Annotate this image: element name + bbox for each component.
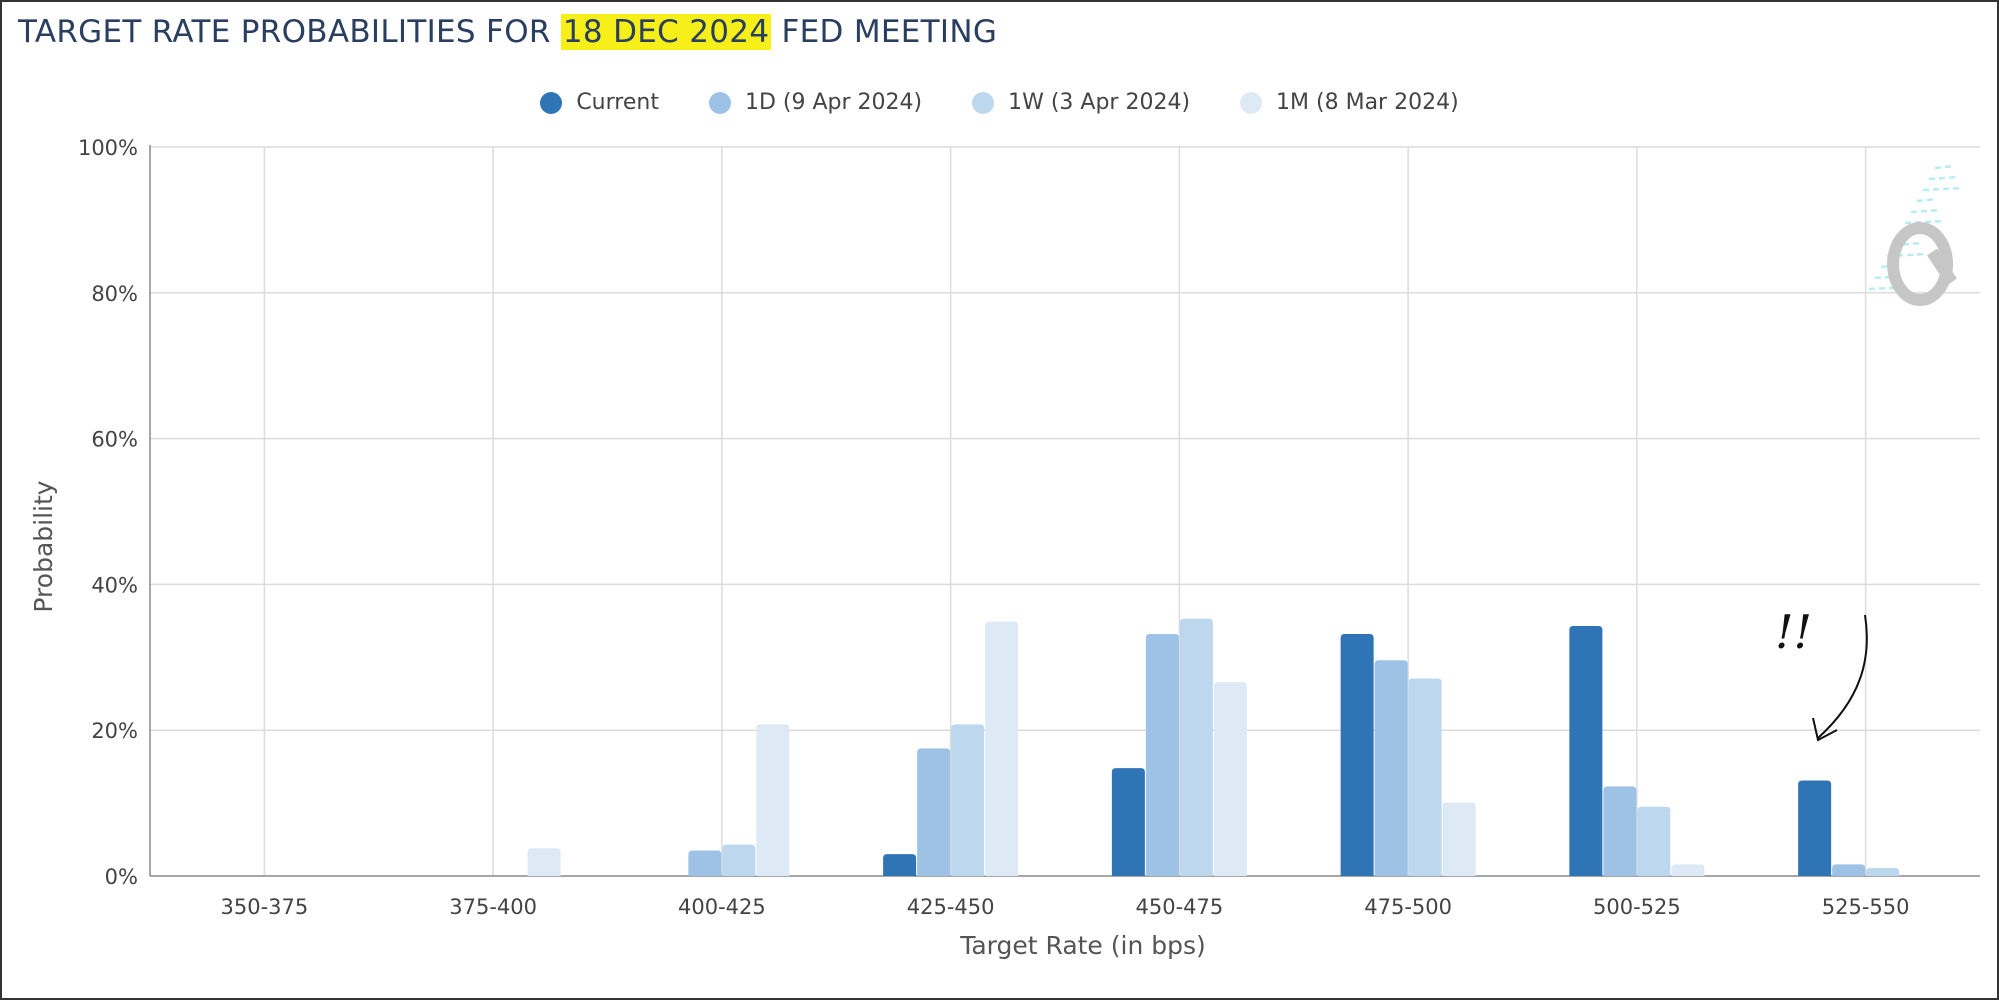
y-tick-label: 0% [105,865,138,889]
x-tick-label: 500-525 [1593,895,1681,919]
watermark-stripe [1886,252,1928,258]
title-prefix: TARGET RATE PROBABILITIES FOR [18,14,561,50]
bar [985,621,1019,876]
watermark-q-glyph [1887,222,1957,306]
bar [1442,802,1476,876]
title-suffix: FED MEETING [771,14,998,50]
y-tick-label: 40% [91,573,138,597]
chart-title: TARGET RATE PROBABILITIES FOR 18 DEC 202… [18,14,997,50]
chart-legend: Current 1D (9 Apr 2024) 1W (3 Apr 2024) 1M … [0,90,1999,115]
bar [688,850,722,876]
legend-item[interactable]: 1D (9 Apr 2024) [708,90,923,115]
bar [917,748,951,876]
bar [1637,806,1671,876]
bar [1603,786,1637,876]
watermark-stripe [1934,164,1956,170]
legend-label: 1D (9 Apr 2024) [744,90,923,115]
bar [1145,633,1179,876]
bar [756,724,790,876]
watermark-stripe [1904,219,1946,225]
legend-marker [540,91,563,114]
bar [1671,864,1705,876]
x-tick-label: 450-475 [1136,895,1224,919]
x-tick-label: 475-500 [1364,895,1452,919]
bar [1408,678,1442,876]
bar [1213,682,1247,876]
bar [1111,768,1145,876]
y-tick-label: 100% [78,136,138,160]
y-axis-title: Probability [29,480,58,612]
watermark-logo [1868,164,1964,306]
x-tick-label: 375-400 [449,895,537,919]
x-tick-label: 525-550 [1822,895,1910,919]
bar [1340,633,1374,876]
legend-label: Current [576,90,659,115]
annotation-arrow-head [1812,717,1838,742]
legend-marker [708,91,731,114]
watermark-stripe [1916,197,1938,203]
legend-item[interactable]: 1M (8 Mar 2024) [1240,90,1459,115]
bar [1374,660,1408,876]
legend-label: 1M (8 Mar 2024) [1276,90,1459,115]
bar [1179,618,1213,876]
bar [883,854,917,876]
legend-marker [1240,91,1263,114]
bar [1866,867,1900,876]
x-tick-label: 400-425 [678,895,766,919]
x-axis-title: Target Rate (in bps) [959,931,1206,960]
title-highlighted-date: 18 DEC 2024 [560,14,772,50]
bar [1569,625,1603,876]
watermark-stripe [1922,186,1964,192]
legend-marker [972,91,995,114]
watermark-stripe [1910,208,1942,214]
bar [722,844,756,876]
y-tick-label: 60% [91,428,138,452]
legend-item[interactable]: Current [540,90,659,115]
bar [1832,864,1866,876]
y-tick-label: 80% [91,282,138,306]
bar [527,848,561,876]
legend-item[interactable]: 1W (3 Apr 2024) [972,90,1190,115]
legend-label: 1W (3 Apr 2024) [1008,90,1191,115]
annotation-exclamation: !! [1775,605,1812,659]
x-tick-label: 425-450 [907,895,995,919]
y-tick-label: 20% [91,719,138,743]
watermark-stripe [1928,175,1960,181]
bar [1798,780,1832,876]
annotation-arrow-shaft [1817,614,1868,739]
x-tick-label: 350-375 [221,895,309,919]
bar [951,724,985,876]
